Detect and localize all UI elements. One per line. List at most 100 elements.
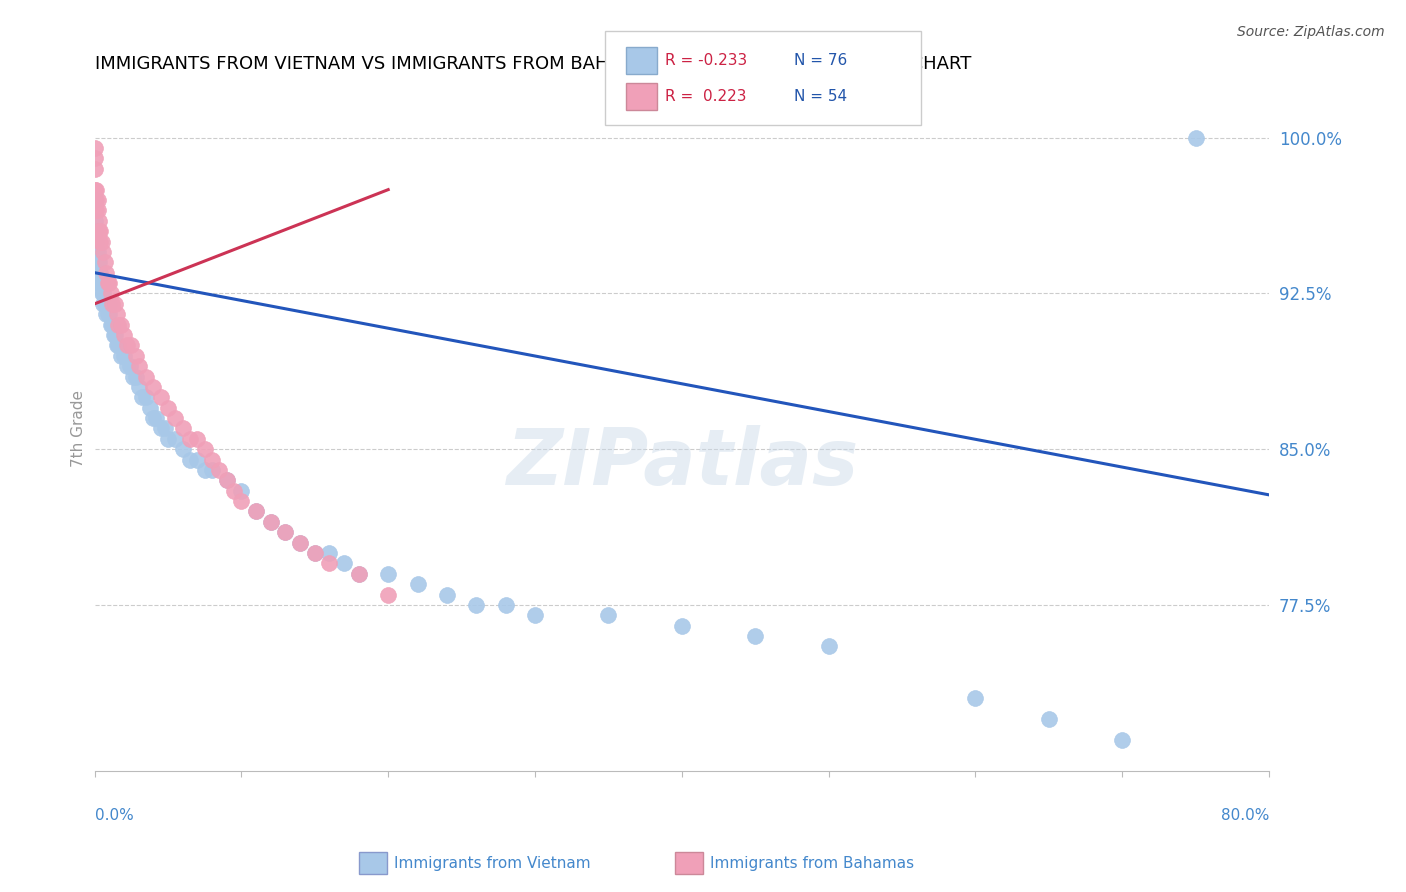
Point: [172, 421, 194, 435]
Point: [121, 369, 143, 384]
Point: [135, 369, 157, 384]
Text: ZIPatlas: ZIPatlas: [506, 425, 858, 500]
Point: [86, 193, 108, 207]
Point: [100, 318, 122, 332]
Point: [524, 608, 547, 623]
Point: [83, 161, 105, 176]
Point: [104, 297, 127, 311]
Point: [817, 640, 839, 654]
Point: [153, 421, 176, 435]
Point: [97, 307, 120, 321]
Point: [260, 515, 283, 529]
Text: N = 76: N = 76: [794, 54, 848, 68]
Point: [172, 442, 194, 457]
Point: [86, 203, 108, 218]
Point: [89, 235, 111, 249]
Point: [101, 297, 124, 311]
Point: [179, 432, 201, 446]
Point: [1111, 732, 1133, 747]
Point: [318, 546, 340, 560]
Point: [260, 515, 283, 529]
Point: [274, 525, 297, 540]
Point: [83, 203, 105, 218]
Point: [104, 328, 127, 343]
Point: [145, 411, 167, 425]
Y-axis label: 7th Grade: 7th Grade: [72, 390, 86, 467]
Point: [186, 432, 208, 446]
Point: [149, 390, 172, 404]
Point: [156, 432, 179, 446]
Text: Source: ZipAtlas.com: Source: ZipAtlas.com: [1237, 25, 1385, 39]
Point: [347, 566, 370, 581]
Point: [86, 244, 108, 259]
Point: [1184, 130, 1206, 145]
Point: [90, 276, 112, 290]
Point: [495, 598, 517, 612]
Point: [93, 244, 115, 259]
Point: [245, 504, 267, 518]
Point: [347, 566, 370, 581]
Point: [135, 390, 157, 404]
Point: [94, 297, 117, 311]
Point: [222, 483, 245, 498]
Text: 0.0%: 0.0%: [94, 808, 134, 823]
Point: [83, 244, 105, 259]
Point: [406, 577, 429, 591]
Text: 80.0%: 80.0%: [1220, 808, 1270, 823]
Point: [194, 442, 217, 457]
Point: [87, 255, 110, 269]
Point: [215, 473, 238, 487]
Point: [318, 557, 340, 571]
Point: [98, 307, 121, 321]
Point: [304, 546, 326, 560]
Point: [333, 557, 356, 571]
Point: [103, 328, 125, 343]
Point: [179, 452, 201, 467]
Point: [120, 338, 142, 352]
Point: [89, 276, 111, 290]
Point: [112, 328, 135, 343]
Text: Immigrants from Bahamas: Immigrants from Bahamas: [710, 856, 914, 871]
Point: [105, 338, 128, 352]
Point: [84, 255, 107, 269]
Point: [149, 421, 172, 435]
Point: [231, 483, 253, 498]
Point: [465, 598, 488, 612]
Point: [87, 224, 110, 238]
Point: [110, 349, 132, 363]
Point: [377, 566, 399, 581]
Point: [86, 255, 108, 269]
Point: [131, 390, 153, 404]
Point: [84, 183, 107, 197]
Point: [87, 276, 110, 290]
Point: [90, 235, 112, 249]
Point: [90, 286, 112, 301]
Point: [105, 307, 128, 321]
Point: [186, 452, 208, 467]
Point: [436, 588, 458, 602]
Point: [118, 359, 141, 373]
Point: [84, 193, 107, 207]
Point: [84, 235, 107, 249]
Point: [86, 266, 108, 280]
Point: [139, 401, 162, 415]
Point: [94, 255, 117, 269]
Point: [100, 286, 122, 301]
Text: R = -0.233: R = -0.233: [665, 54, 747, 68]
Point: [96, 307, 118, 321]
Point: [83, 214, 105, 228]
Point: [83, 224, 105, 238]
Point: [671, 618, 693, 632]
Point: [128, 359, 150, 373]
Point: [288, 535, 311, 549]
Point: [101, 318, 124, 332]
Point: [165, 411, 187, 425]
Point: [87, 214, 110, 228]
Point: [598, 608, 620, 623]
Point: [110, 318, 132, 332]
Point: [231, 494, 253, 508]
Point: [208, 463, 231, 477]
Point: [83, 235, 105, 249]
Point: [125, 349, 148, 363]
Text: R =  0.223: R = 0.223: [665, 89, 747, 103]
